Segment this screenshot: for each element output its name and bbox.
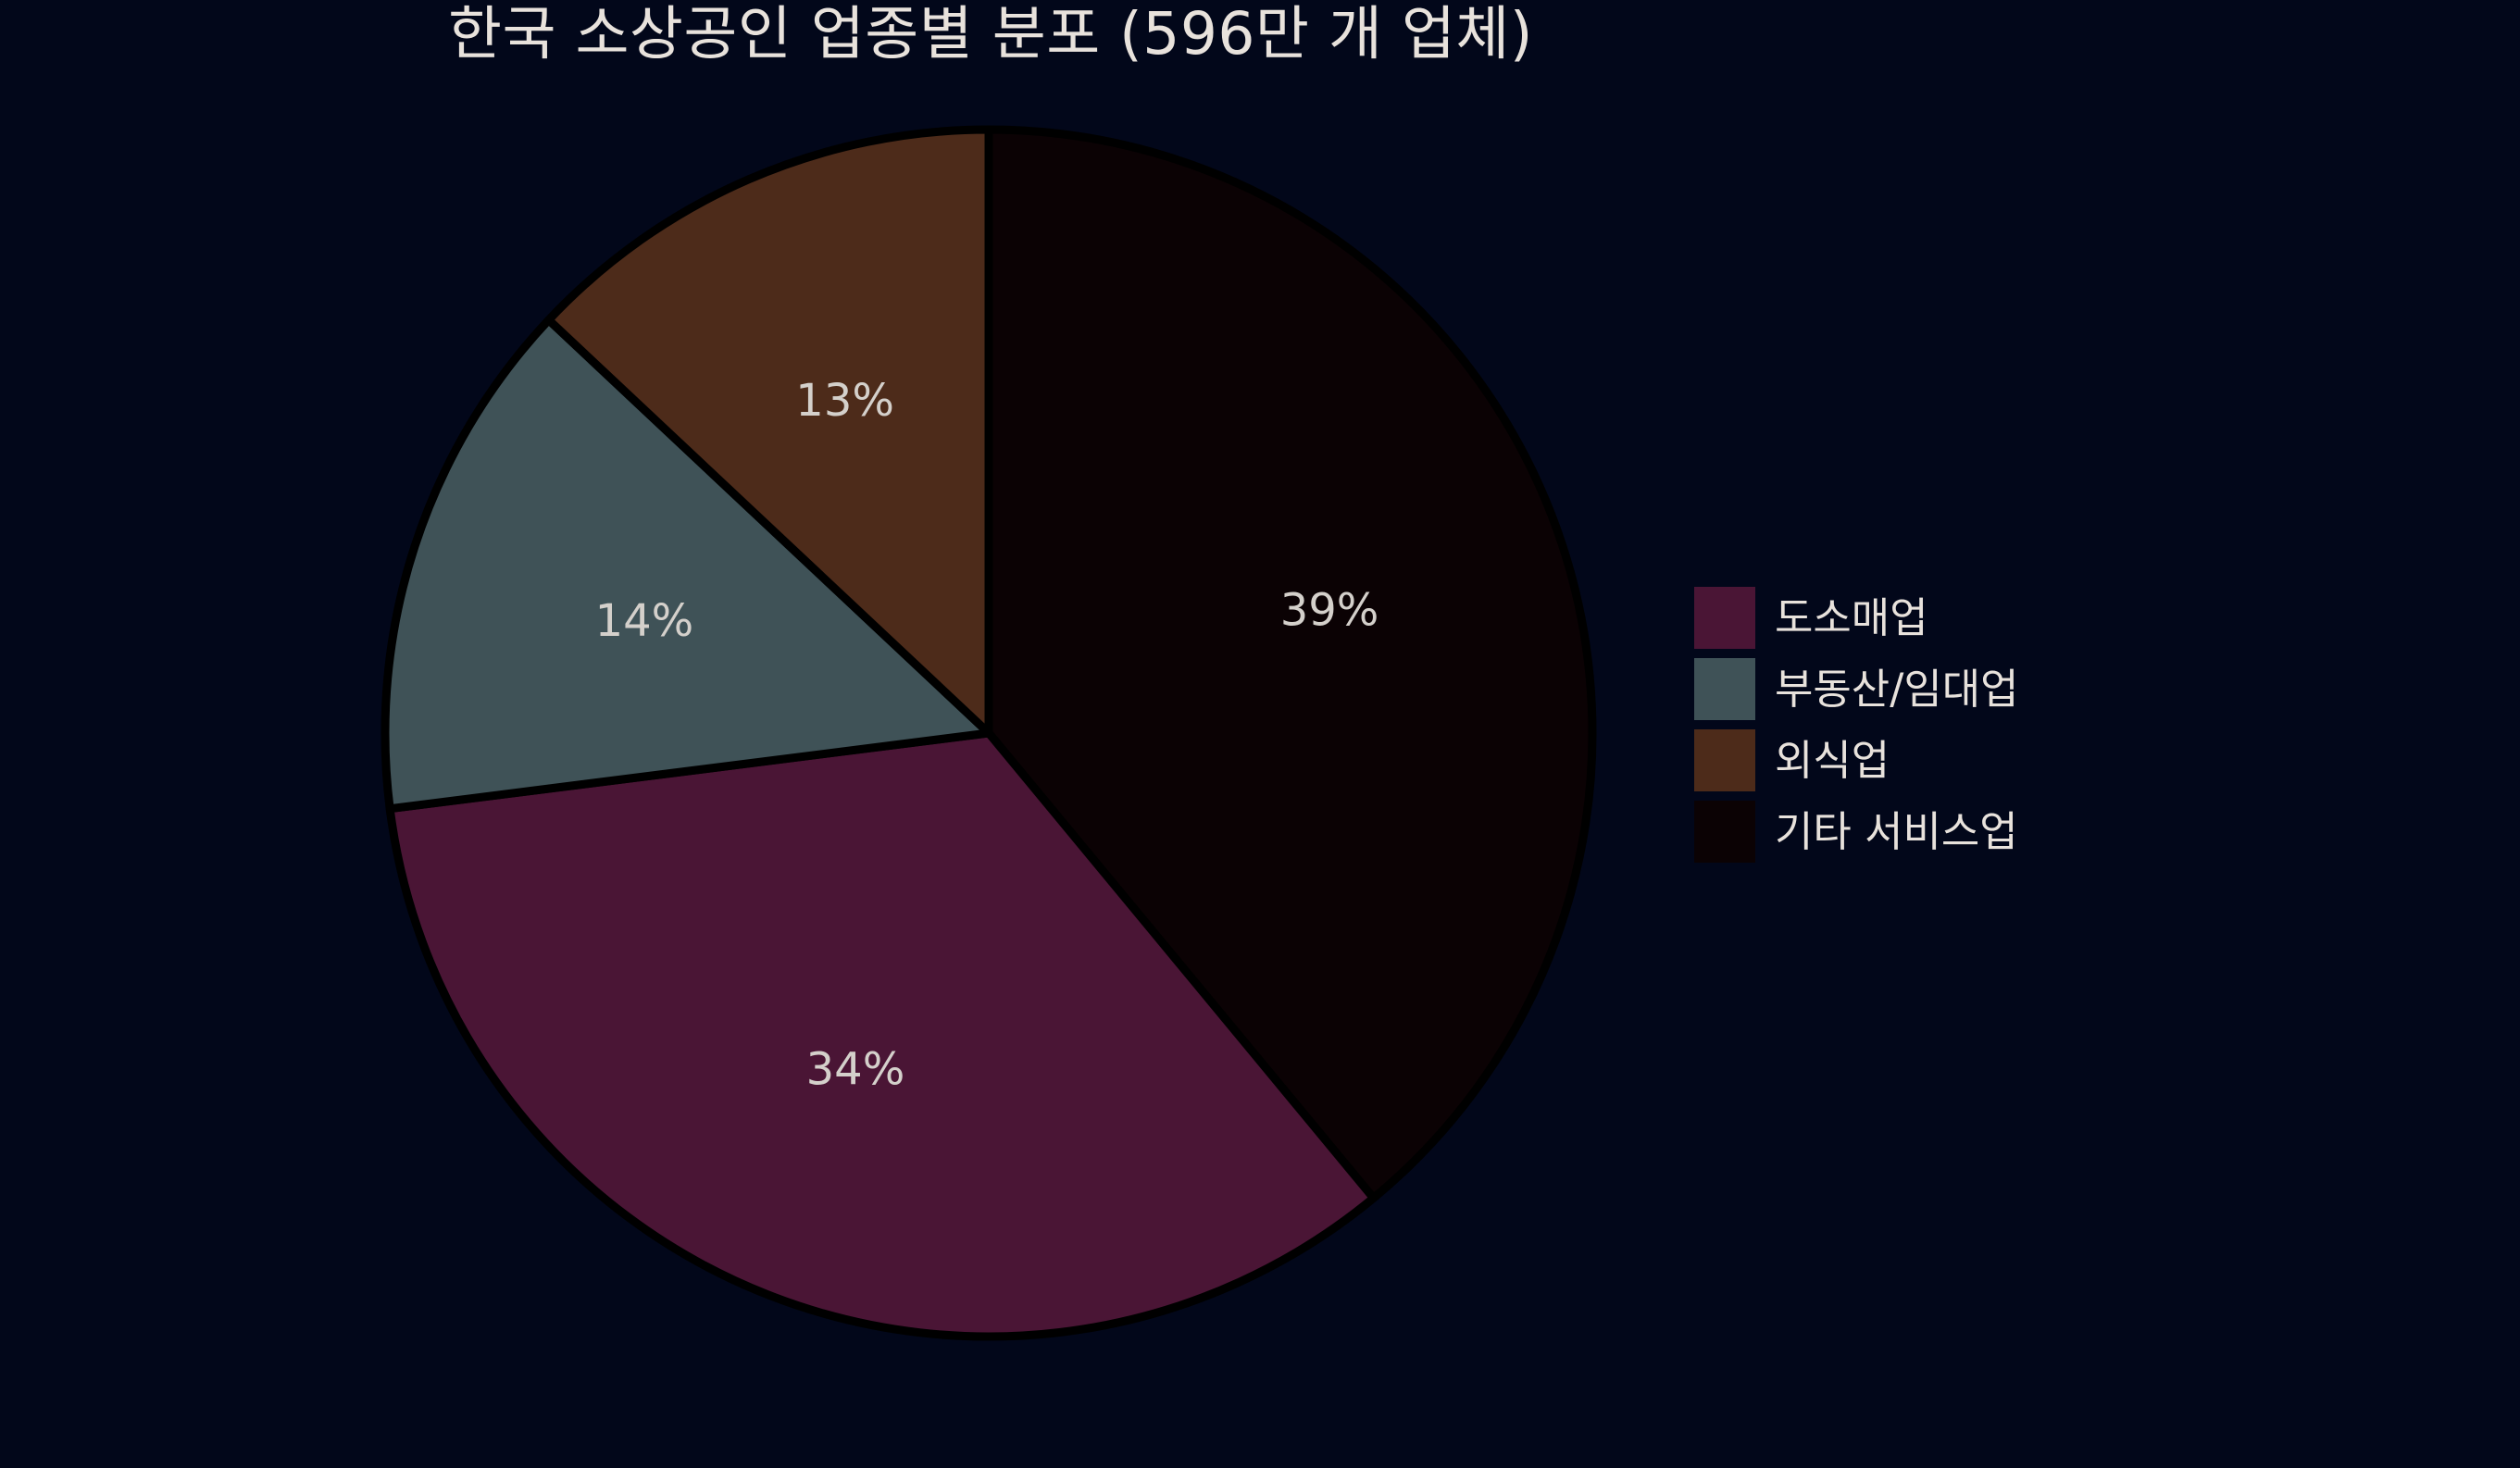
legend-swatch-icon <box>1694 587 1755 649</box>
legend-item-label: 외식업 <box>1775 736 1890 785</box>
pie-slices <box>380 125 1597 1341</box>
pie-slice-labels: 39% 34% 14% 13% <box>595 375 1379 1096</box>
pie-slice[interactable] <box>385 728 1379 1341</box>
pie-slice[interactable] <box>544 125 993 738</box>
legend-item[interactable]: 기타 서비스업 <box>1694 801 2019 863</box>
legend-swatch-icon <box>1694 658 1755 720</box>
legend-item-label: 부동산/임대업 <box>1775 665 2019 714</box>
legend-item[interactable]: 부동산/임대업 <box>1694 658 2019 720</box>
page-title: 한국 소상공인 업종별 분포 (596만 개 업체) <box>448 0 1533 68</box>
legend-swatch-icon <box>1694 801 1755 863</box>
pie-slice-percent-label: 14% <box>595 595 694 647</box>
legend-swatch-icon <box>1694 729 1755 791</box>
legend-item-label: 도소매업 <box>1775 593 1928 642</box>
pie-slice[interactable] <box>984 125 1597 1202</box>
pie-slice-percent-label: 39% <box>1280 584 1379 636</box>
pie-slice-percent-label: 13% <box>795 375 894 427</box>
pie-slice-percent-label: 34% <box>806 1044 905 1096</box>
legend-item-label: 기타 서비스업 <box>1775 807 2018 856</box>
legend-item[interactable]: 외식업 <box>1694 729 2019 791</box>
pie-slice[interactable] <box>380 316 993 814</box>
legend-item[interactable]: 도소매업 <box>1694 587 2019 649</box>
